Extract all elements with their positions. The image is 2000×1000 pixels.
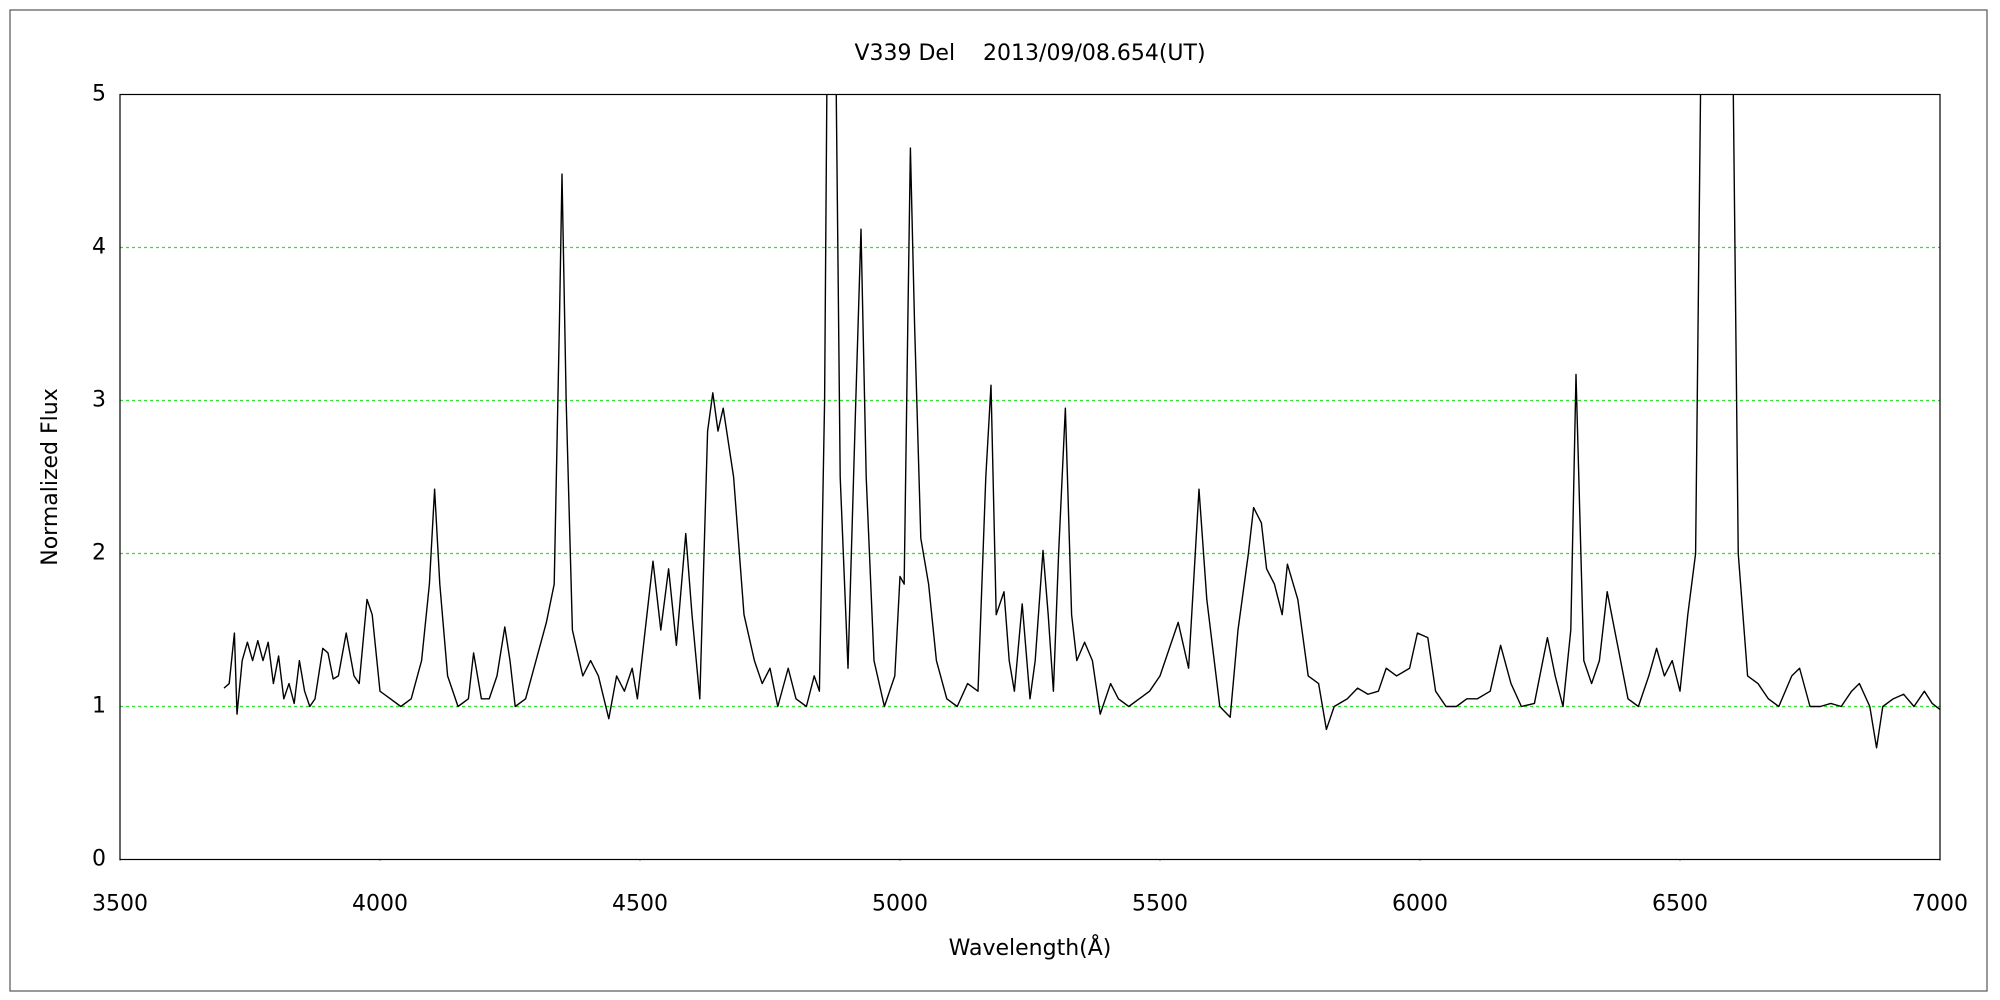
x-tick-label: 5000 [872,892,928,917]
y-tick-label: 0 [92,847,106,872]
chart-title: V339 Del 2013/09/08.654(UT) [854,41,1205,66]
x-tick-label: 6000 [1392,892,1448,917]
x-tick-label: 3500 [92,892,148,917]
y-tick-label: 5 [92,82,106,107]
grid [119,246,1941,861]
plot-area [223,94,1940,749]
x-tick-label: 6500 [1652,892,1708,917]
y-axis-label: Normalized Flux [38,388,63,565]
spectrum-line [223,94,1940,749]
x-tick-label: 7000 [1912,892,1968,917]
outer-frame [9,9,1988,992]
x-axis-label: Wavelength(Å) [949,934,1112,961]
y-tick-label: 2 [92,541,106,566]
y-tick-label: 3 [92,388,106,413]
x-tick-label: 5500 [1132,892,1188,917]
y-tick-label: 1 [92,694,106,719]
x-tick-label: 4000 [352,892,408,917]
x-tick-label: 4500 [612,892,668,917]
plot-frame [119,93,1941,861]
y-tick-label: 4 [92,235,106,260]
